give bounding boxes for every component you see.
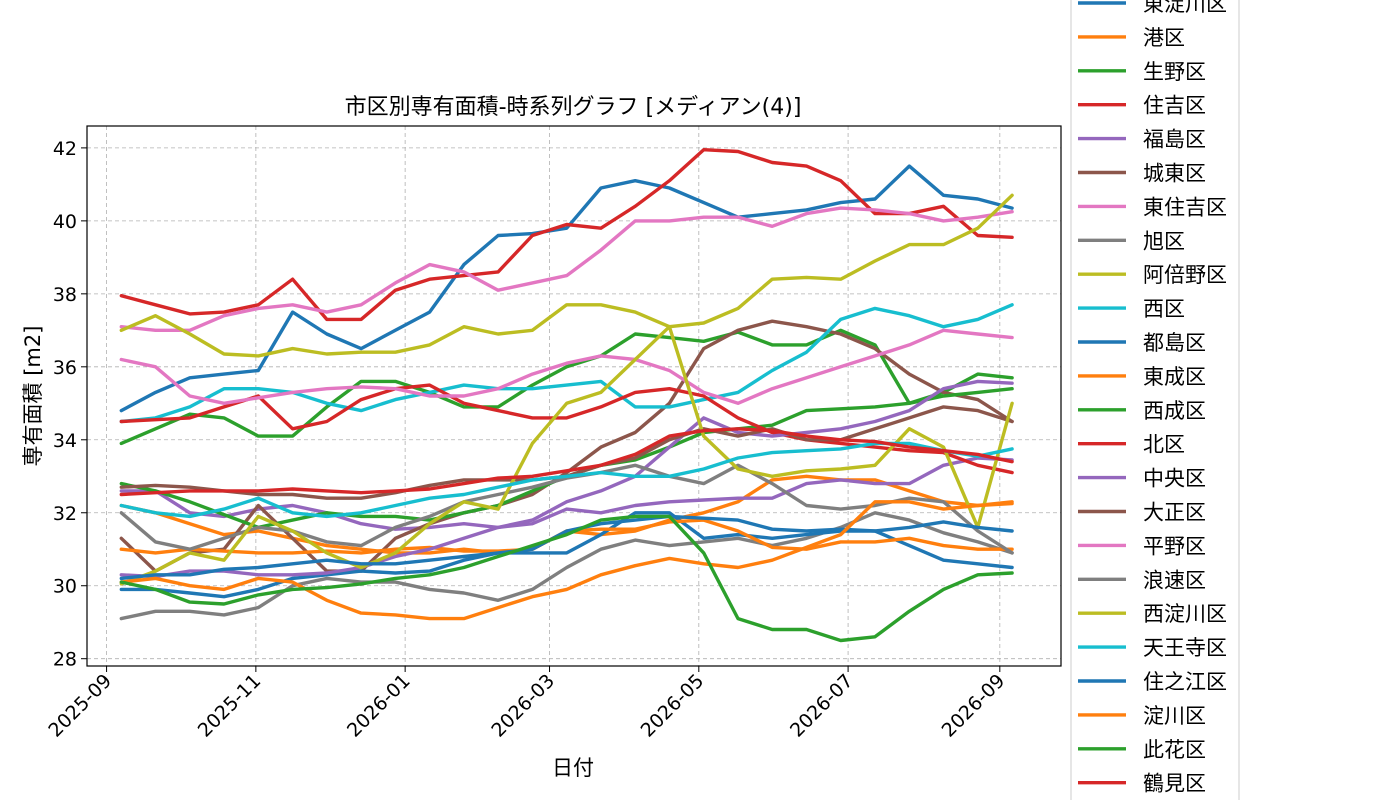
plot-frame: [86, 125, 1062, 667]
y-tick-label: 38: [53, 284, 77, 306]
y-tick-label: 28: [53, 649, 77, 671]
series-line: [119, 514, 1014, 581]
x-tick-label: 2026-01: [343, 670, 415, 742]
x-tick-label: 2026-07: [786, 670, 858, 742]
legend-entry: 城東区: [1143, 162, 1206, 186]
series-line: [119, 514, 1014, 643]
series-line: [119, 500, 1014, 621]
x-tick-label: 2026-05: [637, 670, 709, 742]
legend-entry: 西成区: [1143, 399, 1206, 423]
legend-entry: 都島区: [1143, 331, 1206, 355]
y-axis-label: 専有面積 [m2]: [21, 326, 45, 467]
series-line: [119, 463, 1014, 555]
x-tick-label: 2026-09: [938, 670, 1010, 742]
legend-entry: 阿倍野区: [1143, 263, 1227, 287]
y-tick-label: 34: [53, 430, 77, 452]
series-line: [119, 427, 1014, 497]
legend-entry: 東住吉区: [1143, 195, 1227, 219]
legend-entry: 中央区: [1143, 467, 1206, 491]
legend-entry: 西区: [1143, 297, 1185, 321]
y-axis-ticks: 28 30 32 34 36 38 40 42: [53, 138, 87, 671]
y-tick-label: 36: [53, 357, 77, 379]
plot-area: [119, 147, 1014, 643]
chart-title: 市区別専有面積-時系列グラフ [メディアン(4)]: [345, 95, 802, 120]
legend-entry: 旭区: [1143, 229, 1185, 253]
series-line: [119, 511, 1014, 621]
series-line: [119, 206, 1014, 332]
series-line: [119, 147, 1014, 322]
legend-entry: 福島区: [1143, 128, 1206, 152]
y-tick-label: 30: [53, 576, 77, 598]
legend: 東淀川区港区生野区住吉区福島区城東区東住吉区旭区阿倍野区西区都島区東成区西成区北…: [1070, 0, 1240, 800]
legend-entry: 此花区: [1143, 738, 1206, 762]
series-line: [119, 441, 1014, 519]
series-lines: [119, 147, 1014, 643]
legend-entry: 天王寺区: [1143, 636, 1227, 660]
legend-entry: 港区: [1143, 26, 1185, 50]
series-line: [119, 193, 1014, 358]
series-line: [119, 164, 1014, 413]
legend-entry: 東淀川区: [1143, 0, 1227, 16]
x-tick-label: 2026-03: [487, 670, 559, 742]
series-line: [119, 387, 1014, 530]
series-line: [119, 328, 1014, 446]
y-tick-label: 40: [53, 211, 77, 233]
legend-entry: 東成区: [1143, 365, 1206, 389]
legend-entry: 生野区: [1143, 60, 1206, 84]
legend-entry: 平野区: [1143, 534, 1206, 558]
legend-entry: 西淀川区: [1143, 602, 1227, 626]
legend-entry: 大正区: [1143, 501, 1206, 525]
series-line: [119, 325, 1014, 586]
series-line: [119, 379, 1014, 579]
legend-entry: 住吉区: [1143, 94, 1206, 118]
legend-entry: 浪速区: [1143, 568, 1206, 592]
legend-entry: 住之江区: [1143, 670, 1227, 694]
series-line: [119, 319, 1014, 573]
series-line: [119, 328, 1014, 405]
x-tick-label: 2025-11: [194, 670, 266, 742]
legend-entry: 北区: [1143, 433, 1185, 457]
y-tick-label: 42: [53, 138, 77, 160]
series-line: [119, 303, 1014, 424]
x-axis-ticks: 2025-09 2025-11 2026-01 2026-03 2026-05 2026-…: [44, 666, 1009, 742]
y-tick-label: 32: [53, 503, 77, 525]
x-tick-label: 2025-09: [44, 670, 116, 742]
legend-entry: 鶴見区: [1143, 772, 1206, 796]
legend-frame: [1070, 0, 1240, 800]
series-line: [119, 456, 1014, 531]
x-axis-label: 日付: [552, 756, 594, 780]
legend-entry: 淀川区: [1143, 704, 1206, 728]
